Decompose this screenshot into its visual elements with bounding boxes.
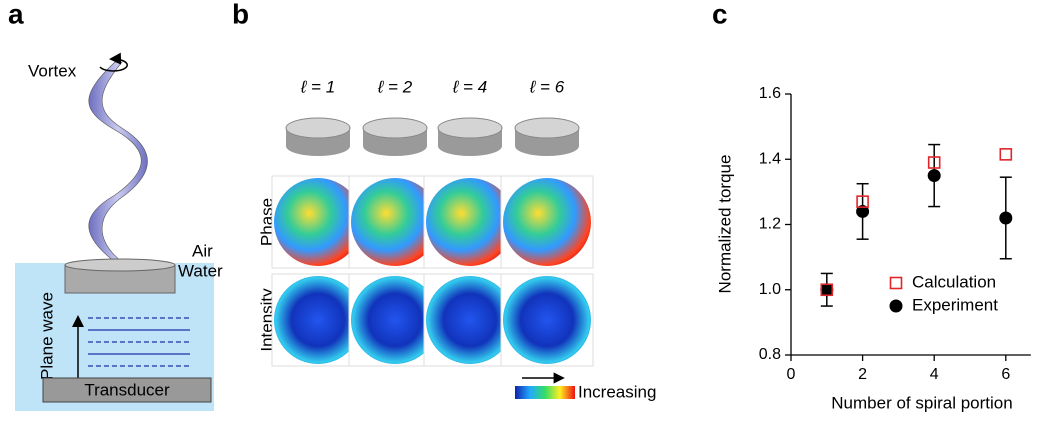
colorbar xyxy=(515,386,575,399)
column-label: ℓ = 2 xyxy=(377,77,413,96)
vortex-helix xyxy=(89,62,148,262)
y-tick-label: 1.2 xyxy=(759,216,781,233)
disc-top xyxy=(65,259,175,271)
y-tick-label: 0.8 xyxy=(759,346,781,363)
experiment-point xyxy=(820,283,833,296)
spiral-model-top xyxy=(515,118,579,138)
legend-marker xyxy=(890,300,903,313)
calculation-point xyxy=(1000,149,1011,160)
spiral-model-bottom xyxy=(286,136,350,156)
experiment-point xyxy=(999,211,1012,224)
y-tick-label: 1.4 xyxy=(759,150,781,167)
spiral-model-bottom xyxy=(515,136,579,156)
transducer-label: Transducer xyxy=(84,380,170,399)
spiral-model-bottom xyxy=(363,136,427,156)
y-tick-label: 1.6 xyxy=(759,85,781,102)
x-tick-label: 0 xyxy=(787,366,796,383)
spiral-model-top xyxy=(286,118,350,138)
phase-map xyxy=(503,178,591,266)
column-label: ℓ = 4 xyxy=(452,77,487,96)
y-tick-label: 1.0 xyxy=(759,281,781,298)
column-label: ℓ = 1 xyxy=(300,77,335,96)
vortex-label: Vortex xyxy=(28,61,77,80)
experiment-point xyxy=(928,169,941,182)
plane-wave-label: Plane wave xyxy=(37,292,56,380)
x-tick-label: 2 xyxy=(858,366,867,383)
panel-label: a xyxy=(8,0,24,29)
intensity-map xyxy=(503,276,591,364)
x-axis-label: Number of spiral portion xyxy=(831,393,1012,412)
legend-marker xyxy=(891,278,902,289)
legend-label: Calculation xyxy=(912,272,996,291)
legend-label: Experiment xyxy=(912,295,998,314)
spiral-model-bottom xyxy=(438,136,502,156)
water-label: Water xyxy=(178,261,223,280)
air-label: Air xyxy=(192,241,213,260)
column-label: ℓ = 6 xyxy=(529,77,565,96)
y-axis-label: Normalized torque xyxy=(715,155,734,294)
panel-label: c xyxy=(712,0,728,29)
panel-label: b xyxy=(232,0,249,29)
panel-c: c Normalized torque Number of spiral por… xyxy=(712,0,1031,412)
spiral-model-top xyxy=(438,118,502,138)
x-tick-label: 4 xyxy=(930,366,939,383)
colorbar-label: Increasing xyxy=(578,382,656,401)
x-tick-label: 6 xyxy=(1001,366,1010,383)
panel-a: a Vortex Air Water Plane wave Transducer xyxy=(8,0,223,411)
spiral-model-top xyxy=(363,118,427,138)
figure: a Vortex Air Water Plane wave Transducer… xyxy=(0,0,1039,417)
